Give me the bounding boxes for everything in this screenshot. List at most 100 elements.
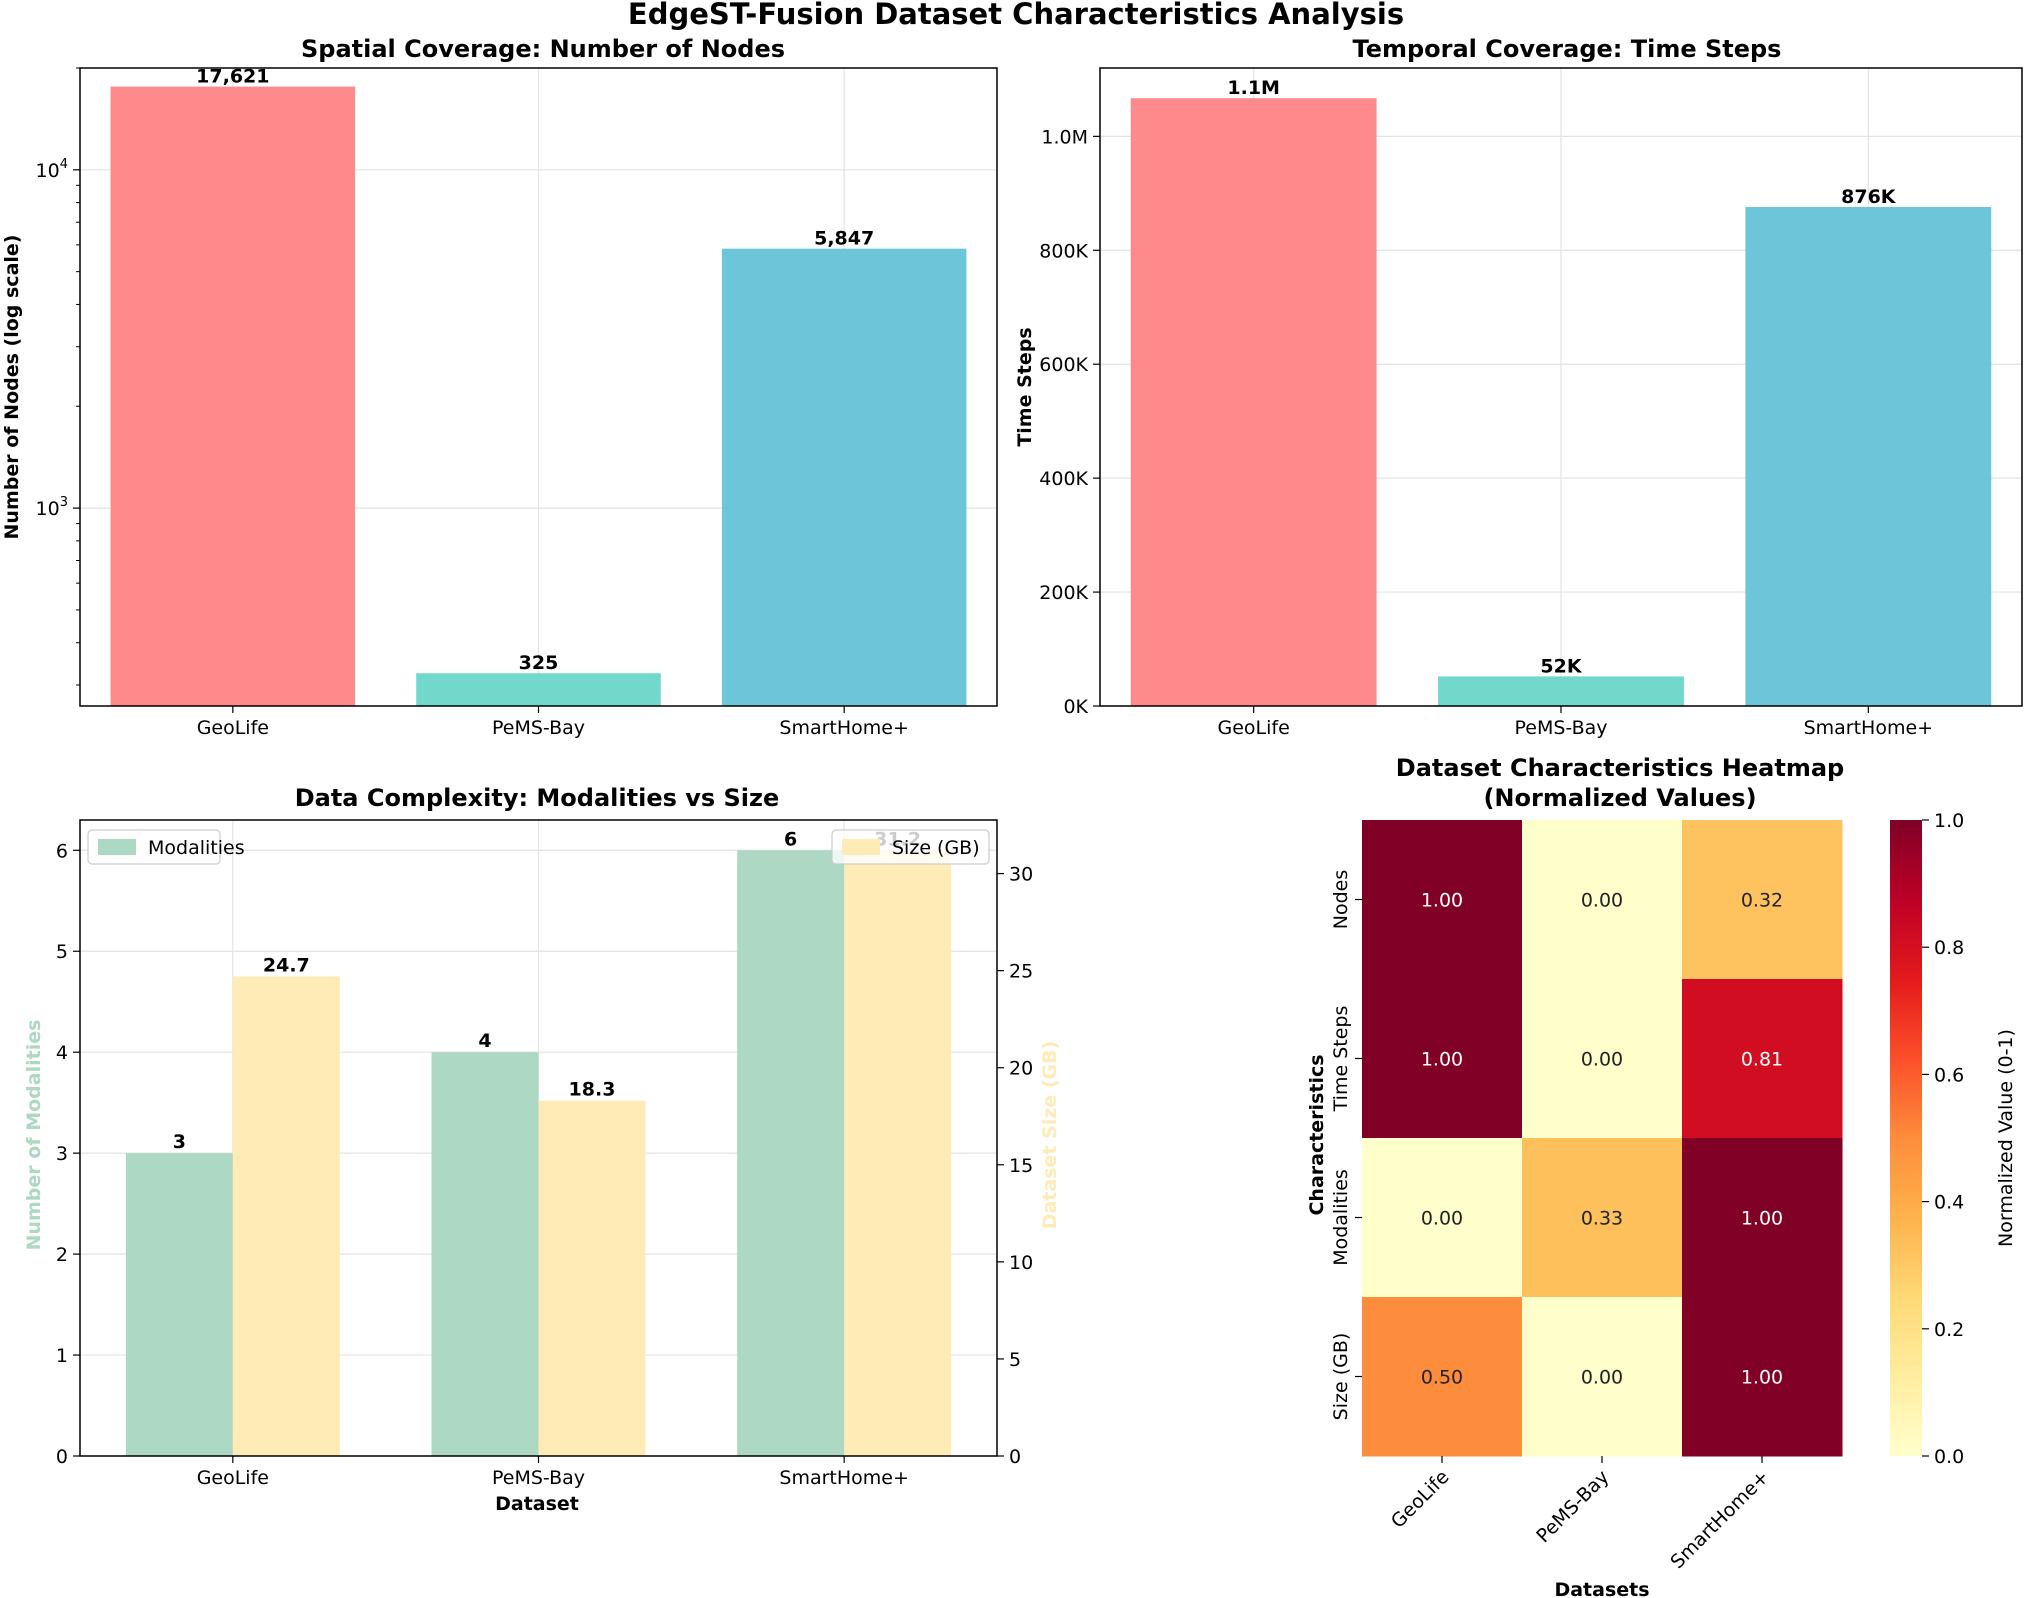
legend-modalities-label: Modalities (148, 837, 245, 859)
heatmap-cell (1362, 1138, 1523, 1298)
complexity-y-tick-label: 1 (56, 1345, 68, 1367)
time-bar-pems-bay (1438, 676, 1684, 706)
heatmap-subtitle: (Normalized Values) (1483, 784, 1756, 812)
nodes-x-tick-label: PeMS-Bay (492, 717, 585, 739)
time-x-tick-label: PeMS-Bay (1514, 717, 1607, 739)
nodes-y-tick-label: 104 (36, 157, 68, 182)
complexity-y-tick-label: 0 (56, 1446, 68, 1468)
nodes-bar-pems-bay (416, 673, 661, 706)
modalities-data-label: 6 (784, 828, 797, 850)
complexity-x-tick-label: SmartHome+ (779, 1467, 909, 1489)
complexity-y-tick-label: 2 (56, 1244, 68, 1266)
time-bar-smarthome (1745, 206, 1992, 706)
heatmap-cell-label: 0.00 (1421, 1208, 1463, 1230)
complexity-y2-tick-label: 0 (1009, 1446, 1021, 1468)
time-x-tick-label: GeoLife (1218, 717, 1290, 739)
heatmap-cell (1522, 979, 1683, 1139)
complexity-chart: Data Complexity: Modalities vs Size Numb… (23, 784, 1061, 1515)
time-data-label: 1.1M (1227, 77, 1280, 99)
heatmap-cell (1522, 820, 1683, 980)
heatmap-cell (1522, 1297, 1683, 1457)
heatmap-cell (1682, 1138, 1843, 1298)
heatmap-cell (1362, 1297, 1523, 1457)
nodes-y-axis-label: Number of Nodes (log scale) (1, 235, 23, 540)
complexity-y2-tick-label: 25 (1009, 961, 1033, 983)
size-bar-pems-bay (538, 1100, 646, 1456)
legend-size-label: Size (GB) (892, 837, 980, 859)
nodes-chart-title: Spatial Coverage: Number of Nodes (301, 35, 785, 63)
colorbar-tick-label: 0.0 (1934, 1446, 1964, 1468)
heatmap-x-tick-label: PeMS-Bay (1532, 1466, 1613, 1547)
heatmap-cell-label: 0.00 (1581, 1367, 1623, 1389)
colorbar-label: Normalized Value (0-1) (1995, 1029, 2017, 1247)
time-y-tick-label: 400K (1039, 468, 1088, 490)
nodes-bar-geolife (110, 86, 356, 707)
time-y-tick-label: 0K (1063, 696, 1088, 718)
nodes-data-label: 17,621 (196, 66, 269, 88)
time-data-label: 876K (1841, 186, 1897, 208)
nodes-x-tick-label: GeoLife (197, 717, 269, 739)
heatmap-y-tick-label: Size (GB) (1330, 1333, 1352, 1421)
time-y-tick-label: 600K (1039, 354, 1088, 376)
modalities-bar-pems-bay (431, 1052, 539, 1456)
size-bar-geolife (232, 976, 340, 1456)
complexity-x-axis-label: Dataset (495, 1493, 579, 1515)
heatmap-cell (1682, 820, 1843, 980)
time-y-tick-label: 1.0M (1041, 126, 1088, 148)
heatmap-x-tick-label: GeoLife (1387, 1466, 1454, 1533)
size-data-label: 18.3 (569, 1079, 616, 1101)
time-data-label: 52K (1540, 655, 1582, 677)
colorbar-tick-label: 0.6 (1934, 1064, 1964, 1086)
colorbar-tick-label: 0.4 (1934, 1192, 1964, 1214)
colorbar-tick-label: 0.8 (1934, 937, 1964, 959)
complexity-x-tick-label: GeoLife (197, 1467, 269, 1489)
time-plot-frame (1099, 67, 2023, 707)
heatmap-colorbar (1890, 820, 1922, 1456)
complexity-y2-tick-label: 20 (1009, 1058, 1033, 1080)
complexity-legend-modalities: Modalities (87, 829, 245, 865)
modalities-bar-geolife (125, 1153, 233, 1456)
complexity-y2-tick-label: 10 (1009, 1252, 1033, 1274)
heatmap-cell-label: 1.00 (1741, 1208, 1783, 1230)
heatmap-cell-label: 0.00 (1581, 1049, 1623, 1071)
modalities-bar-smarthome (737, 850, 845, 1456)
heatmap-cell (1682, 979, 1843, 1139)
heatmap-title: Dataset Characteristics Heatmap (1396, 754, 1844, 782)
nodes-data-label: 325 (519, 652, 559, 674)
heatmap-x-axis-label: Datasets (1554, 1579, 1649, 1598)
heatmap-x-tick-label: SmartHome+ (1666, 1466, 1773, 1573)
complexity-y2-tick-label: 15 (1009, 1155, 1033, 1177)
nodes-x-tick-label: SmartHome+ (779, 717, 909, 739)
figure-title: EdgeST-Fusion Dataset Characteristics An… (628, 0, 1404, 31)
heatmap-y-tick-label: Modalities (1330, 1169, 1352, 1266)
heatmap-cell (1682, 1297, 1843, 1457)
complexity-y-tick-label: 3 (56, 1143, 68, 1165)
heatmap-cell-label: 0.33 (1581, 1208, 1623, 1230)
complexity-legend-size: Size (GB) (831, 829, 990, 865)
colorbar-tick-label: 0.2 (1934, 1319, 1964, 1341)
complexity-y2-axis-label: Dataset Size (GB) (1039, 1041, 1061, 1230)
heatmap-cell-label: 1.00 (1421, 890, 1463, 912)
nodes-plot-frame (79, 67, 998, 707)
nodes-y-tick-label: 103 (36, 495, 68, 520)
complexity-y-axis-label: Number of Modalities (23, 1020, 45, 1251)
complexity-y2-tick-label: 30 (1009, 864, 1033, 886)
heatmap-cell (1522, 1138, 1683, 1298)
heatmap-cell (1362, 820, 1523, 980)
time-x-tick-label: SmartHome+ (1804, 717, 1934, 739)
complexity-y2-tick-label: 5 (1009, 1349, 1021, 1371)
nodes-bar-smarthome (721, 248, 967, 706)
heatmap-cell-label: 0.00 (1581, 890, 1623, 912)
heatmap-cell-label: 0.50 (1421, 1367, 1463, 1389)
heatmap-cell (1362, 979, 1523, 1139)
time-y-tick-label: 200K (1039, 582, 1088, 604)
time-y-tick-label: 800K (1039, 240, 1088, 262)
complexity-y-tick-label: 6 (56, 840, 68, 862)
heatmap-chart: Dataset Characteristics Heatmap (Normali… (1306, 754, 2017, 1598)
heatmap-y-axis-label: Characteristics (1306, 1054, 1328, 1215)
complexity-y-tick-label: 5 (56, 941, 68, 963)
nodes-chart: Spatial Coverage: Number of Nodes Number… (1, 35, 998, 739)
size-bar-smarthome (844, 850, 952, 1456)
modalities-data-label: 3 (173, 1131, 186, 1153)
